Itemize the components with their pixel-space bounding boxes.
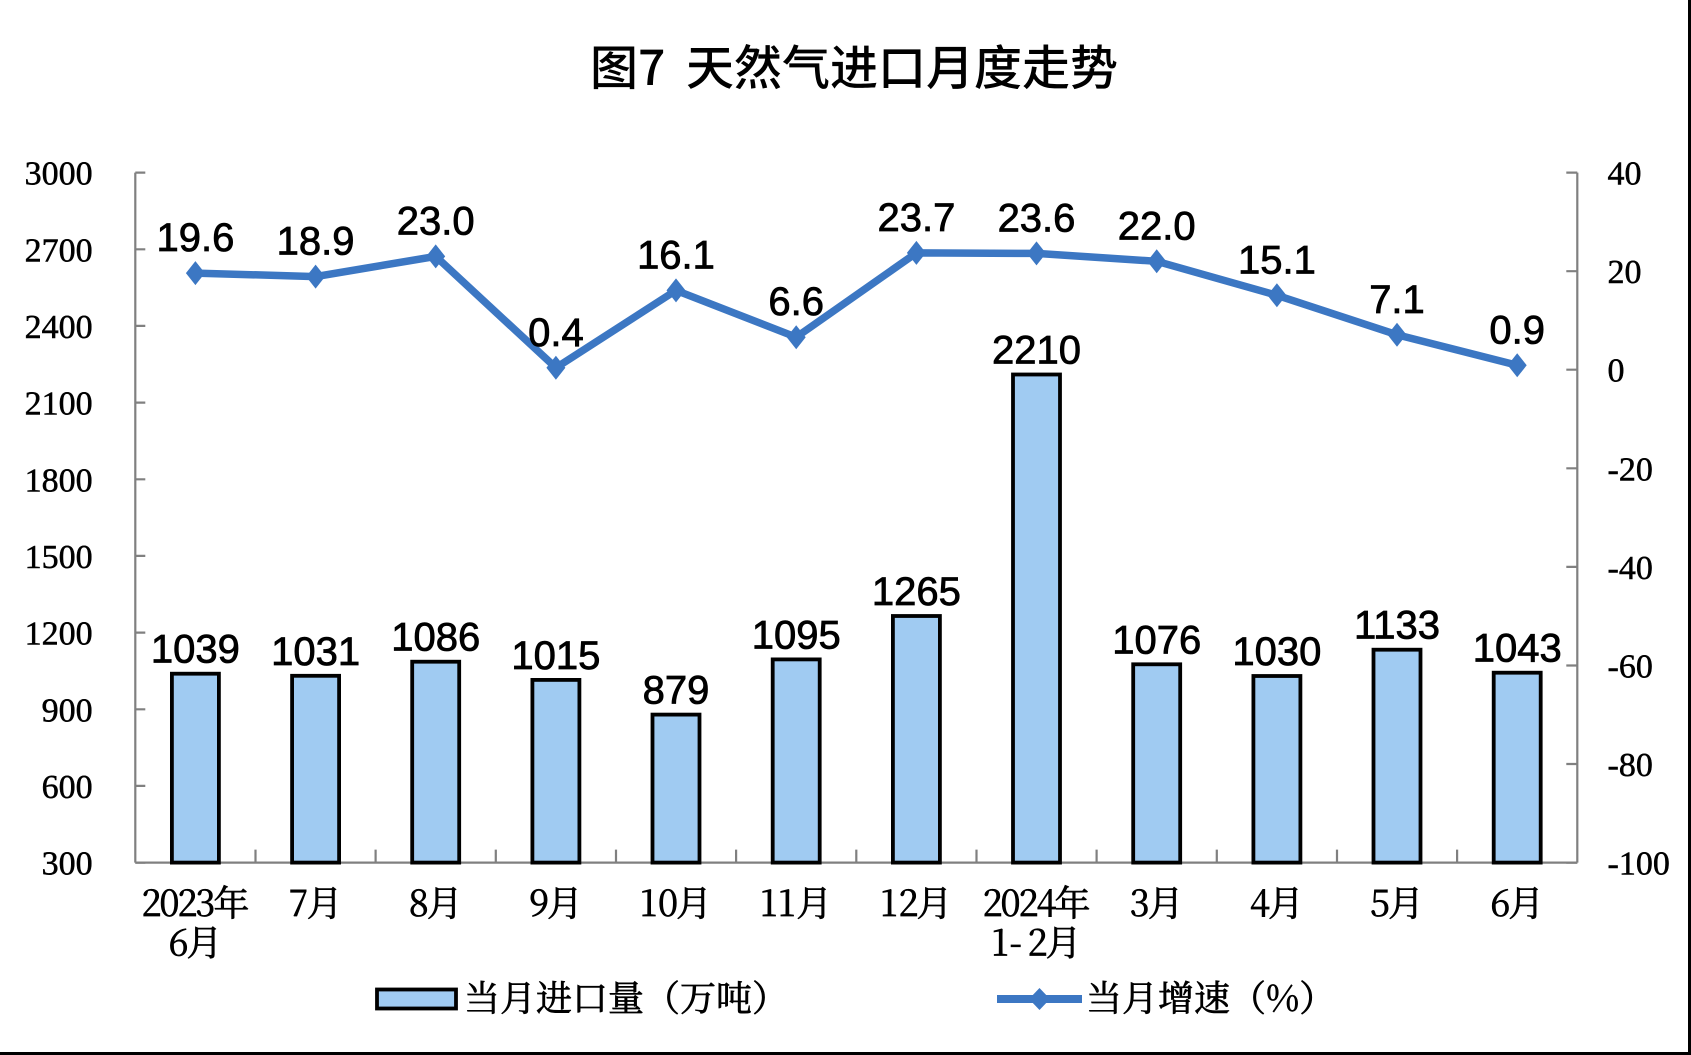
svg-text:0: 0: [1608, 353, 1625, 390]
svg-text:1043: 1043: [1473, 627, 1562, 671]
svg-text:40: 40: [1608, 156, 1642, 193]
svg-text:19.6: 19.6: [156, 216, 234, 260]
svg-text:23.7: 23.7: [877, 196, 955, 240]
svg-text:16.1: 16.1: [637, 233, 715, 277]
svg-text:1133: 1133: [1354, 604, 1440, 648]
svg-text:3000: 3000: [25, 156, 93, 193]
svg-text:22.0: 22.0: [1118, 204, 1196, 248]
svg-text:1265: 1265: [872, 570, 961, 614]
svg-text:-20: -20: [1608, 451, 1653, 488]
svg-text:1086: 1086: [391, 616, 480, 660]
svg-text:18.9: 18.9: [277, 220, 355, 264]
svg-text:1015: 1015: [511, 634, 600, 678]
svg-text:1076: 1076: [1112, 618, 1201, 662]
svg-text:-80: -80: [1608, 747, 1653, 784]
svg-text:23.0: 23.0: [397, 199, 475, 243]
svg-text:300: 300: [42, 846, 93, 883]
svg-text:1800: 1800: [25, 462, 93, 499]
svg-text:879: 879: [643, 669, 710, 713]
svg-text:1200: 1200: [25, 616, 93, 653]
svg-text:2700: 2700: [25, 232, 93, 269]
svg-text:900: 900: [42, 692, 93, 729]
svg-text:-40: -40: [1608, 550, 1653, 587]
svg-text:0.9: 0.9: [1489, 308, 1545, 352]
svg-text:20: 20: [1608, 254, 1642, 291]
svg-text:1031: 1031: [271, 630, 360, 674]
svg-text:1030: 1030: [1232, 630, 1321, 674]
svg-text:600: 600: [42, 769, 93, 806]
svg-text:7.1: 7.1: [1369, 278, 1425, 322]
svg-text:6.6: 6.6: [768, 280, 824, 324]
svg-text:2210: 2210: [992, 329, 1081, 373]
svg-text:1500: 1500: [25, 539, 93, 576]
svg-text:1095: 1095: [752, 613, 841, 657]
svg-text:-60: -60: [1608, 649, 1653, 686]
svg-text:1039: 1039: [151, 628, 240, 672]
svg-text:0.4: 0.4: [528, 311, 584, 355]
svg-text:-100: -100: [1608, 846, 1670, 883]
svg-text:23.6: 23.6: [998, 196, 1076, 240]
svg-text:15.1: 15.1: [1238, 238, 1316, 282]
svg-text:2400: 2400: [25, 309, 93, 346]
svg-text:2100: 2100: [25, 386, 93, 423]
